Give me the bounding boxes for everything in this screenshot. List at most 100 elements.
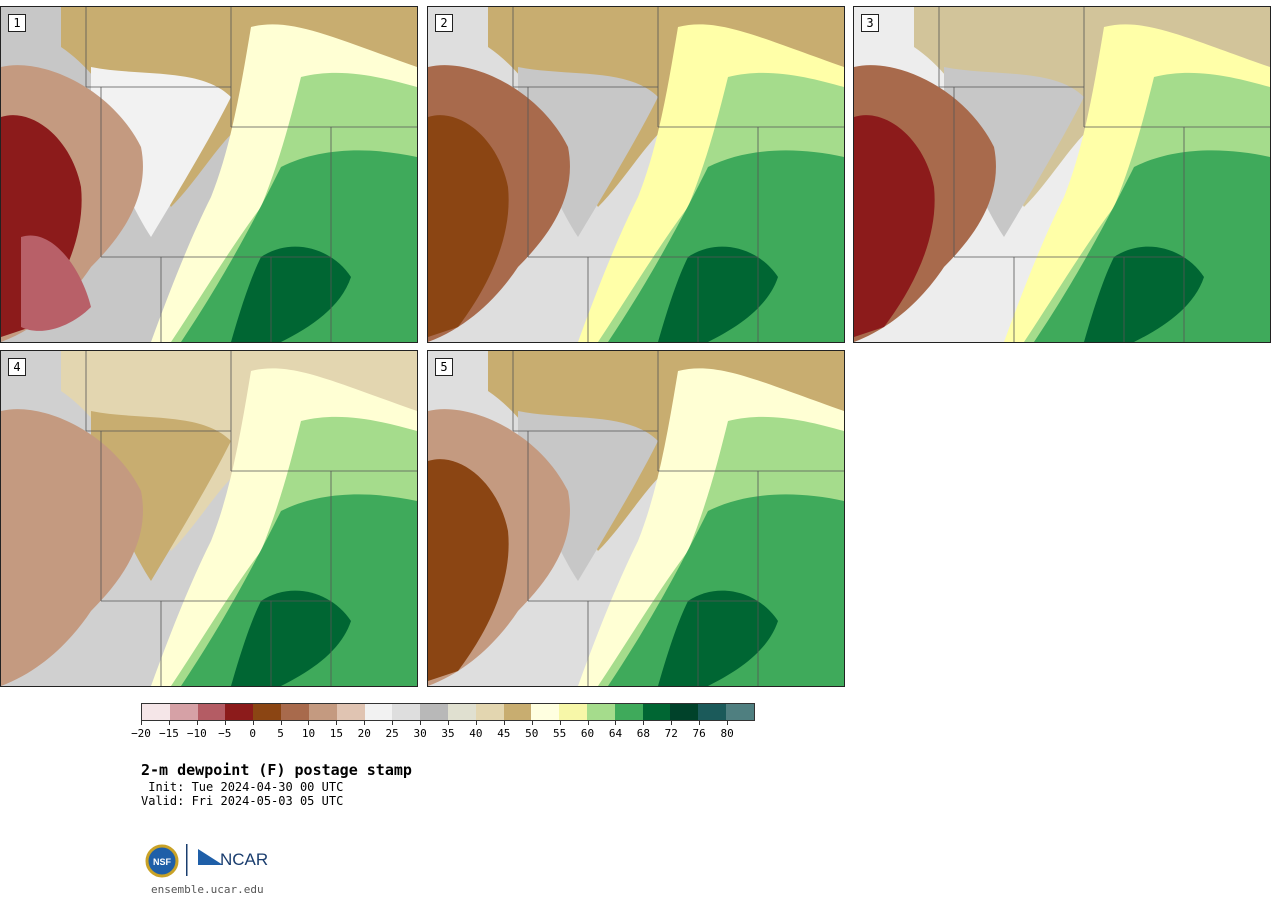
colorbar-tick-label: 30	[413, 727, 427, 740]
colorbar-swatch	[336, 704, 365, 720]
colorbar-tick-label: 35	[441, 727, 455, 740]
dewpoint-field-green	[608, 494, 844, 686]
dewpoint-field-green	[181, 150, 417, 342]
panel-number: 4	[8, 358, 26, 376]
colorbar-swatch	[475, 704, 504, 720]
colorbar-tick-label: −10	[186, 727, 207, 740]
valid-time: Valid: Fri 2024-05-03 05 UTC	[141, 794, 344, 808]
panel-number: 3	[861, 14, 879, 32]
init-time: Init: Tue 2024-04-30 00 UTC	[141, 780, 344, 794]
colorbar-swatch	[614, 704, 643, 720]
colorbar-tick	[141, 721, 142, 725]
panel-number: 1	[8, 14, 26, 32]
colorbar-tick-label: −5	[218, 727, 232, 740]
colorbar-tick	[224, 721, 226, 725]
colorbar-swatch	[670, 704, 699, 720]
dewpoint-field-west-core	[428, 459, 509, 681]
dewpoint-field-west-blob	[1, 409, 143, 686]
colorbar-swatch	[197, 704, 226, 720]
colorbar-tick	[280, 721, 282, 725]
colorbar-swatch	[308, 704, 337, 720]
colorbar-tick-label: 5	[277, 727, 284, 740]
dewpoint-field-west-spot	[21, 235, 91, 331]
colorbar-swatch	[726, 704, 754, 720]
colorbar-tick	[643, 721, 645, 725]
colorbar-tick	[727, 721, 729, 725]
logo-divider	[186, 844, 188, 876]
dewpoint-map-4	[1, 351, 417, 686]
colorbar-tick	[196, 721, 198, 725]
nsf-ncar-logo: NSF NCAR	[145, 844, 268, 878]
colorbar-swatch	[253, 704, 282, 720]
state-borders	[938, 7, 1270, 342]
dewpoint-field-mid-gray	[91, 67, 231, 237]
colorbar-swatch	[420, 704, 448, 720]
colorbar-tick	[448, 721, 449, 725]
panel-number: 5	[435, 358, 453, 376]
colorbar-tick-label: 50	[525, 727, 539, 740]
colorbar-tick-label: 60	[580, 727, 595, 740]
nsf-logo-text: NSF	[153, 857, 172, 867]
site-url: ensemble.ucar.edu	[151, 883, 264, 896]
colorbar-swatch	[169, 704, 198, 720]
dewpoint-field-mid-gray	[518, 411, 658, 581]
colorbar-tick	[531, 721, 533, 725]
colorbar-tick	[336, 721, 338, 725]
colorbar	[141, 703, 755, 721]
dewpoint-field-dark-green	[231, 246, 351, 342]
dewpoint-field-dark-green	[658, 246, 778, 342]
colorbar-tick	[615, 721, 617, 725]
dewpoint-field-green	[181, 494, 417, 686]
colorbar-swatch	[559, 704, 587, 720]
colorbar-tick-label: 72	[664, 727, 678, 740]
state-borders	[512, 351, 844, 686]
forecast-panel-5: 5	[427, 350, 845, 687]
dewpoint-map-2	[428, 7, 844, 342]
dewpoint-field-west-core	[854, 115, 935, 337]
colorbar-tick	[587, 721, 589, 725]
colorbar-swatch	[587, 704, 615, 720]
colorbar-tick-label: −20	[131, 727, 151, 740]
colorbar-tick-label: 40	[469, 727, 483, 740]
state-borders	[85, 351, 417, 686]
colorbar-tick-label: 64	[608, 727, 623, 740]
colorbar-tick-label: 0	[249, 727, 256, 740]
state-borders	[512, 7, 844, 342]
colorbar-swatch	[142, 704, 170, 720]
dewpoint-map-5	[428, 351, 844, 686]
state-borders	[85, 7, 417, 342]
colorbar-tick-label: 45	[497, 727, 511, 740]
colorbar-tick-label: 80	[720, 727, 734, 740]
forecast-panel-1: 1	[0, 6, 418, 343]
colorbar-tick-label: −15	[158, 727, 179, 740]
forecast-panel-2: 2	[427, 6, 845, 343]
dewpoint-field-west-core	[428, 115, 509, 337]
dewpoint-field-green	[608, 150, 844, 342]
dewpoint-field-dark-green	[658, 590, 778, 686]
colorbar-swatch	[447, 704, 476, 720]
colorbar-swatch	[642, 704, 671, 720]
colorbar-tick	[475, 721, 477, 725]
dewpoint-map-3	[854, 7, 1270, 342]
colorbar-swatch	[392, 704, 421, 720]
colorbar-tick	[168, 721, 170, 725]
dewpoint-map-1	[1, 7, 417, 342]
colorbar-tick-label: 25	[385, 727, 399, 740]
colorbar-tick-label: 15	[329, 727, 343, 740]
colorbar-swatch	[281, 704, 309, 720]
colorbar-ticks: −20 −15 −10 −5 0 5 10 15 20 25 30 35 40 45 50 55 60 64 68 7…	[131, 721, 755, 741]
colorbar-tick	[420, 721, 422, 725]
nsf-logo-icon	[145, 844, 179, 878]
dewpoint-field-dark-green	[231, 590, 351, 686]
colorbar-tick	[364, 721, 366, 725]
colorbar-swatch	[225, 704, 254, 720]
colorbar-swatch	[503, 704, 532, 720]
colorbar-swatch	[364, 704, 393, 720]
dewpoint-field-green	[1034, 150, 1270, 342]
dewpoint-field-mid-gray	[91, 411, 231, 581]
colorbar-tick	[252, 721, 254, 725]
colorbar-tick-label: 10	[301, 727, 316, 740]
colorbar-tick-label: 55	[553, 727, 567, 740]
colorbar-tick	[308, 721, 310, 725]
colorbar-tick-label: 76	[692, 727, 706, 740]
